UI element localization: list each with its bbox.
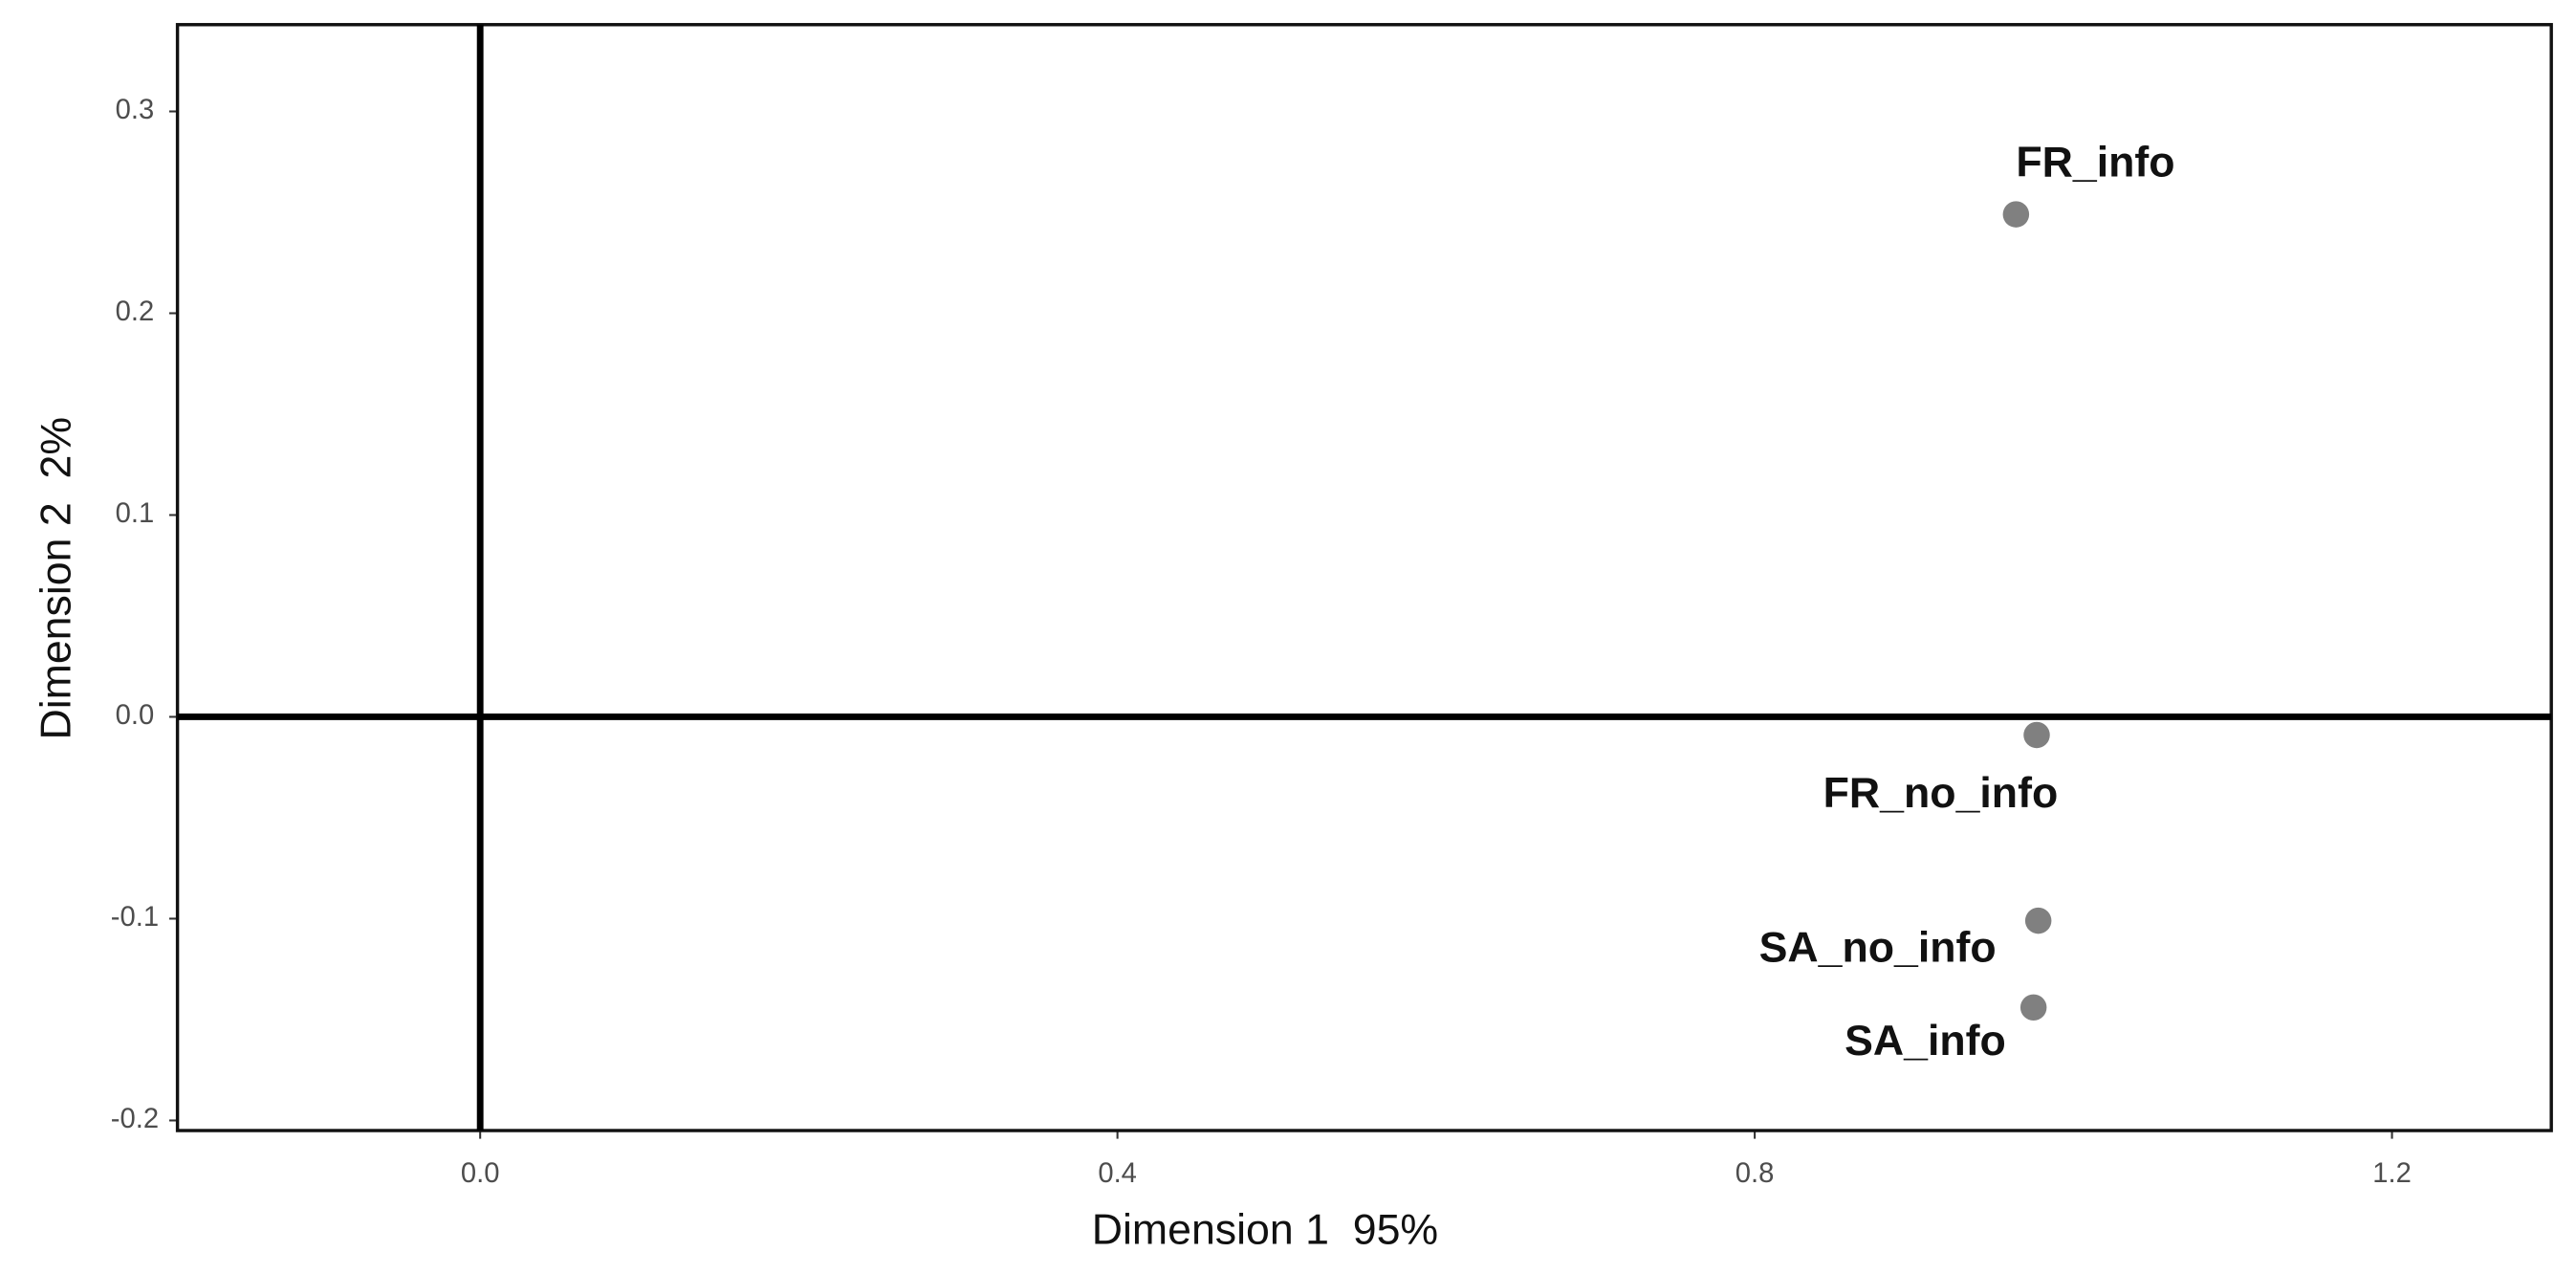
x-tick-label: 0.4 (1098, 1158, 1137, 1189)
y-tick-label: 0.3 (116, 95, 155, 125)
y-tick-label: -0.2 (111, 1104, 159, 1134)
point (2002, 201, 2030, 228)
point-label: FR_no_info (1823, 770, 2059, 817)
point-label: SA_no_info (1759, 924, 1997, 971)
y-tick-label: 0.1 (116, 498, 155, 529)
x-tick-label: 0.8 (1736, 1158, 1775, 1189)
plot-frame (175, 23, 2553, 1132)
y-tick-label: -0.1 (111, 902, 159, 933)
x-tick-label: 0.0 (461, 1158, 500, 1189)
point-label: SA_info (1845, 1018, 2006, 1065)
y-tick-label: 0.0 (116, 700, 155, 731)
x-tick-label: 1.2 (2372, 1158, 2412, 1189)
y-axis-title: Dimension 2 2% (33, 417, 80, 740)
point (2024, 907, 2052, 934)
x-axis-title: Dimension 1 95% (1092, 1206, 1438, 1253)
point-label: FR_info (2016, 139, 2174, 186)
point (2019, 994, 2047, 1021)
point (2023, 721, 2050, 749)
y-tick-label: 0.2 (116, 297, 155, 327)
